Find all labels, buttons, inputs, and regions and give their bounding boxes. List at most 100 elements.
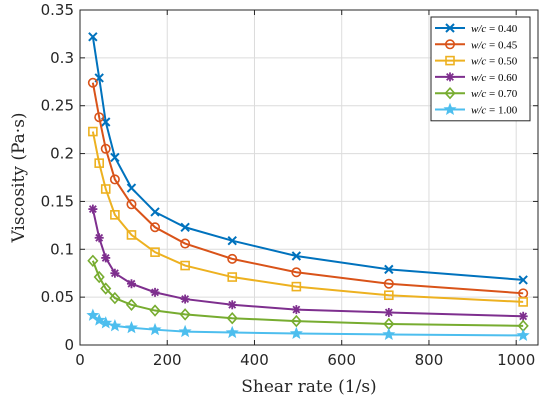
data-point — [126, 279, 136, 289]
data-point — [87, 254, 99, 267]
data-point — [100, 282, 112, 295]
data-point — [227, 300, 237, 310]
legend-label: w/c = 0.70 — [471, 88, 518, 100]
y-tick-label: 0.1 — [50, 240, 74, 258]
plot-frame — [79, 9, 539, 346]
data-point — [126, 230, 137, 240]
legend-entry: w/c = 0.40 — [435, 23, 518, 35]
data-point — [291, 267, 302, 278]
data-point — [518, 311, 528, 321]
x-axis: 0 200 400 600 800 1000 — [75, 10, 535, 369]
data-point — [148, 322, 162, 336]
data-point — [86, 308, 100, 321]
data-point — [383, 278, 394, 289]
series-line — [91, 82, 524, 295]
data-point — [384, 290, 394, 301]
legend-entry: w/c = 0.60 — [435, 72, 518, 84]
data-point — [227, 253, 238, 264]
series-4 — [88, 204, 528, 321]
data-point — [94, 112, 105, 123]
y-tick-label: 0.35 — [41, 1, 74, 19]
legend-entry: w/c = 0.45 — [435, 39, 518, 51]
series-line — [91, 131, 524, 303]
x-tick-label: 600 — [327, 351, 356, 369]
y-axis: 0 0.05 0.1 0.15 0.2 0.25 0.3 0.35 — [41, 1, 538, 354]
legend-box — [430, 16, 531, 122]
x-tick-label: 1000 — [497, 351, 535, 369]
series-line — [91, 260, 524, 327]
series-layer — [86, 32, 530, 341]
legend-marker — [444, 87, 456, 100]
y-tick-label: 0.05 — [41, 288, 74, 306]
y-tick-label: 0 — [64, 336, 74, 354]
data-point — [180, 238, 191, 249]
legend-label: w/c = 0.40 — [471, 23, 518, 35]
x-tick-label: 800 — [415, 351, 444, 369]
data-point — [100, 143, 111, 154]
legend-marker — [445, 72, 455, 82]
x-axis-title: Shear rate (1/s) — [241, 377, 376, 397]
data-point — [227, 272, 238, 282]
data-point — [110, 210, 120, 220]
y-tick-label: 0.15 — [41, 192, 74, 210]
data-point — [109, 174, 120, 185]
data-point — [518, 297, 528, 307]
legend-marker — [445, 23, 455, 33]
legend-entry: w/c = 0.50 — [435, 56, 518, 68]
data-point — [126, 199, 137, 210]
legend: w/c = 0.40 w/c = 0.45 w/c = 0.50 w/c = 0.60… — [430, 16, 531, 122]
data-point — [100, 184, 111, 194]
data-point — [516, 328, 530, 341]
series-1 — [88, 32, 528, 285]
x-tick-label: 0 — [75, 351, 85, 369]
data-point — [225, 325, 239, 339]
data-point — [94, 158, 104, 168]
data-point — [384, 307, 394, 317]
y-tick-label: 0.25 — [41, 97, 74, 115]
data-point — [150, 287, 160, 297]
data-point — [101, 253, 111, 263]
data-point — [87, 77, 98, 88]
data-point — [110, 268, 120, 278]
data-point — [92, 313, 106, 326]
data-point — [99, 316, 113, 329]
data-point — [179, 308, 191, 321]
data-point — [180, 294, 190, 304]
series-2 — [87, 77, 529, 299]
series-6 — [86, 308, 530, 341]
legend-label: w/c = 1.00 — [471, 105, 518, 117]
data-point — [289, 326, 303, 340]
legend-marker — [445, 55, 455, 66]
data-point — [382, 327, 396, 340]
data-point — [110, 152, 120, 163]
data-point — [227, 235, 237, 246]
series-3 — [88, 126, 528, 307]
data-point — [88, 32, 98, 42]
data-point — [180, 222, 190, 232]
series-5 — [87, 254, 529, 333]
data-point — [178, 324, 192, 338]
data-point — [291, 305, 301, 315]
legend-label: w/c = 0.60 — [471, 72, 518, 84]
data-point — [290, 314, 302, 328]
data-point — [150, 247, 160, 257]
data-point — [124, 320, 138, 334]
data-point — [125, 298, 138, 311]
data-point — [384, 264, 394, 275]
data-point — [88, 204, 98, 214]
data-point — [226, 312, 238, 325]
data-point — [94, 233, 104, 243]
data-point — [180, 260, 190, 271]
data-point — [126, 183, 137, 193]
legend-label: w/c = 0.45 — [471, 39, 518, 51]
data-point — [108, 319, 122, 332]
legend-marker — [443, 102, 457, 116]
legend-entry: w/c = 1.00 — [435, 102, 518, 117]
data-point — [518, 275, 528, 285]
data-point — [149, 304, 161, 317]
x-tick-label: 200 — [153, 351, 182, 369]
y-tick-label: 0.3 — [50, 49, 74, 67]
legend-marker — [444, 39, 455, 50]
data-point — [291, 281, 302, 292]
